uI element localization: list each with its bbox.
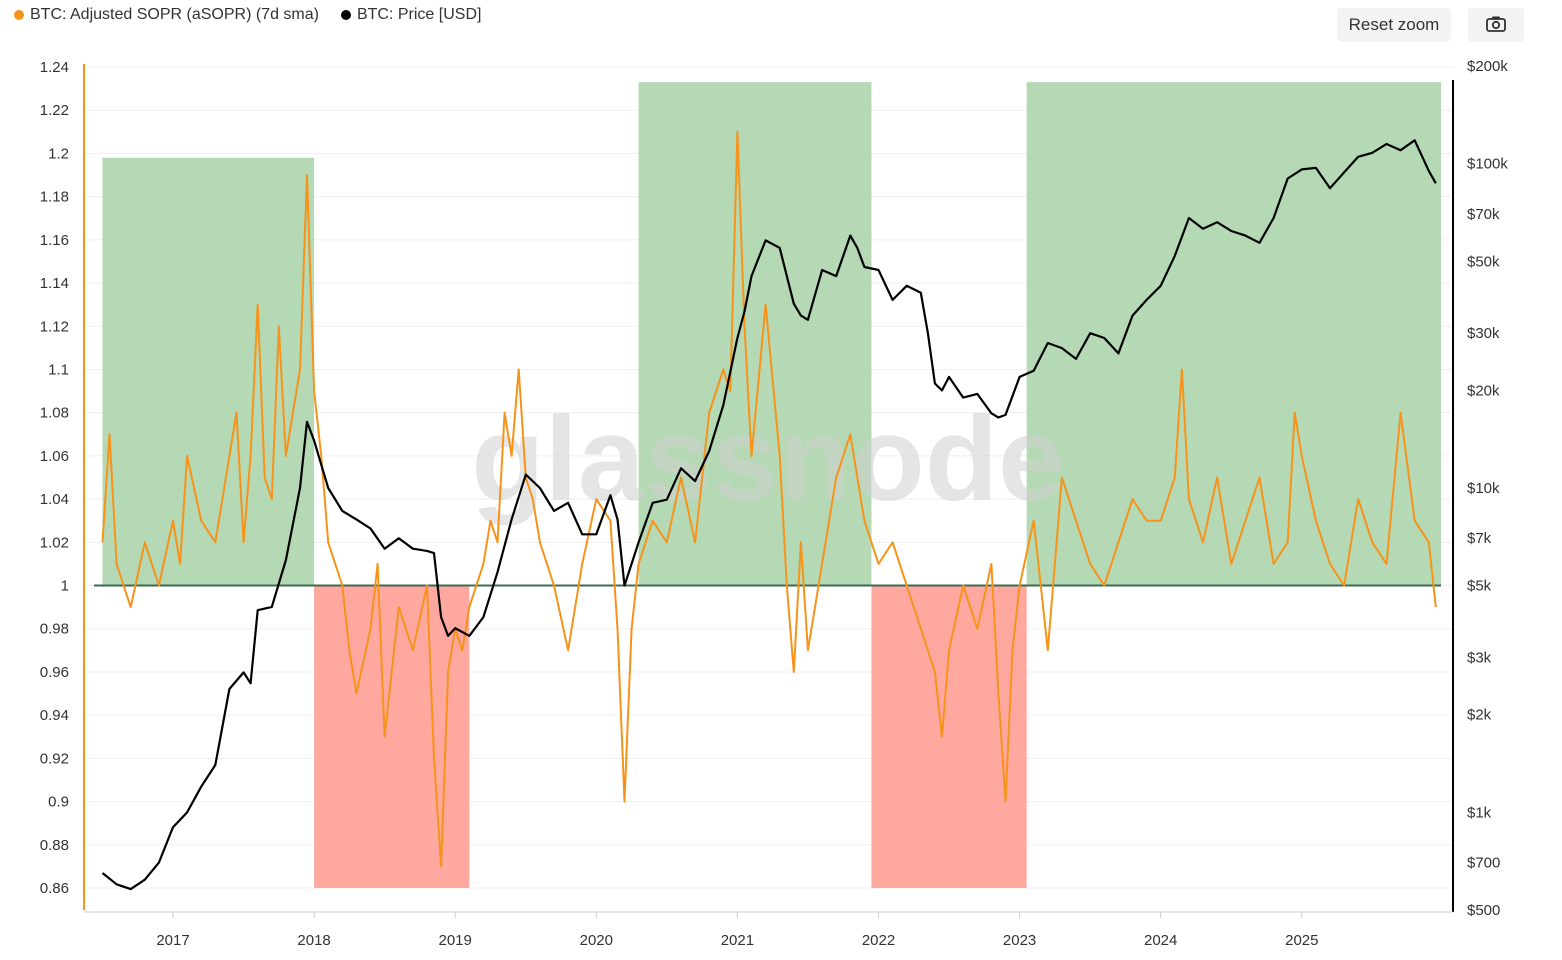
legend-label-price: BTC: Price [USD]	[356, 6, 482, 23]
left-axis-ticks: 1.24 1.22 1.2 1.18 1.16 1.14 1.12 1.1 1.08 1.06 1.…	[40, 59, 69, 897]
x-tick-label: 2023	[1003, 932, 1036, 949]
left-tick-label: 0.86	[40, 880, 69, 897]
right-tick-label: $200k	[1467, 58, 1508, 75]
screenshot-button[interactable]	[1468, 8, 1524, 42]
right-tick-label: $2k	[1467, 707, 1492, 724]
left-tick-label: 1.22	[40, 102, 69, 119]
legend-dot-sopr	[14, 10, 24, 20]
left-tick-label: 1.08	[40, 405, 69, 422]
right-tick-label: $30k	[1467, 325, 1500, 342]
right-tick-label: $1k	[1467, 804, 1492, 821]
x-tick-label: 2019	[439, 932, 472, 949]
left-tick-label: 1.04	[40, 491, 69, 508]
right-tick-label: $3k	[1467, 650, 1492, 667]
watermark: glassnode	[471, 392, 1065, 526]
bull-zone-4	[1026, 82, 1441, 586]
left-tick-label: 1.1	[48, 361, 69, 378]
price-series-line	[101, 139, 1437, 891]
x-tick-label: 2022	[862, 932, 895, 949]
left-tick-label: 1.24	[40, 59, 69, 76]
x-tick-label: 2021	[721, 932, 754, 949]
right-tick-label: $50k	[1467, 253, 1500, 270]
legend-dot-price	[340, 10, 351, 20]
left-tick-label: 0.96	[40, 664, 69, 681]
x-tick-label: 2024	[1144, 932, 1177, 949]
sopr-series-line	[101, 130, 1437, 868]
x-tick-label: 2025	[1285, 932, 1318, 949]
right-tick-label: $700	[1467, 855, 1500, 872]
x-tick-label: 2017	[156, 932, 189, 949]
left-tick-label: 1	[61, 578, 69, 595]
legend-item-price[interactable]: BTC: Price [USD]	[340, 6, 482, 24]
left-tick-label: 1.02	[40, 534, 69, 551]
left-tick-label: 1.06	[40, 448, 69, 465]
legend-item-sopr[interactable]: BTC: Adjusted SOPR (aSOPR) (7d sma)	[14, 6, 319, 24]
left-tick-label: 0.9	[48, 794, 69, 811]
camera-icon	[1486, 16, 1506, 32]
bear-zone-1	[314, 585, 470, 888]
left-tick-label: 1.18	[40, 189, 69, 206]
x-tick-label: 2020	[580, 932, 613, 949]
right-tick-label: $20k	[1467, 382, 1500, 399]
right-tick-label: $70k	[1467, 206, 1500, 223]
right-tick-label: $10k	[1467, 480, 1500, 497]
right-tick-label: $500	[1467, 902, 1500, 919]
right-tick-label: $100k	[1467, 156, 1508, 173]
left-tick-label: 0.94	[40, 707, 69, 724]
left-tick-label: 1.14	[40, 275, 69, 292]
left-tick-label: 1.12	[40, 318, 69, 335]
left-tick-label: 0.92	[40, 750, 69, 767]
x-tick-label: 2018	[297, 932, 330, 949]
right-tick-label: $5k	[1467, 578, 1492, 595]
legend: BTC: Adjusted SOPR (aSOPR) (7d sma) BTC:…	[14, 6, 481, 24]
bull-zone-0	[102, 157, 315, 586]
reset-zoom-button[interactable]: Reset zoom	[1337, 8, 1451, 42]
bear-zone-3	[871, 585, 1027, 888]
left-tick-label: 1.16	[40, 232, 69, 249]
left-tick-label: 1.2	[48, 145, 69, 162]
left-tick-label: 0.98	[40, 621, 69, 638]
right-tick-label: $7k	[1467, 530, 1492, 547]
right-axis-ticks: $200k $100k $70k $50k $30k $20k $10k $7k $5k $3k $…	[1467, 58, 1508, 919]
x-axis-ticks: 2017 2018 2019 2020 2021 2022 2023 2024 2025	[156, 912, 1318, 949]
left-tick-label: 0.88	[40, 837, 69, 854]
legend-label-sopr: BTC: Adjusted SOPR (aSOPR) (7d sma)	[30, 6, 319, 23]
